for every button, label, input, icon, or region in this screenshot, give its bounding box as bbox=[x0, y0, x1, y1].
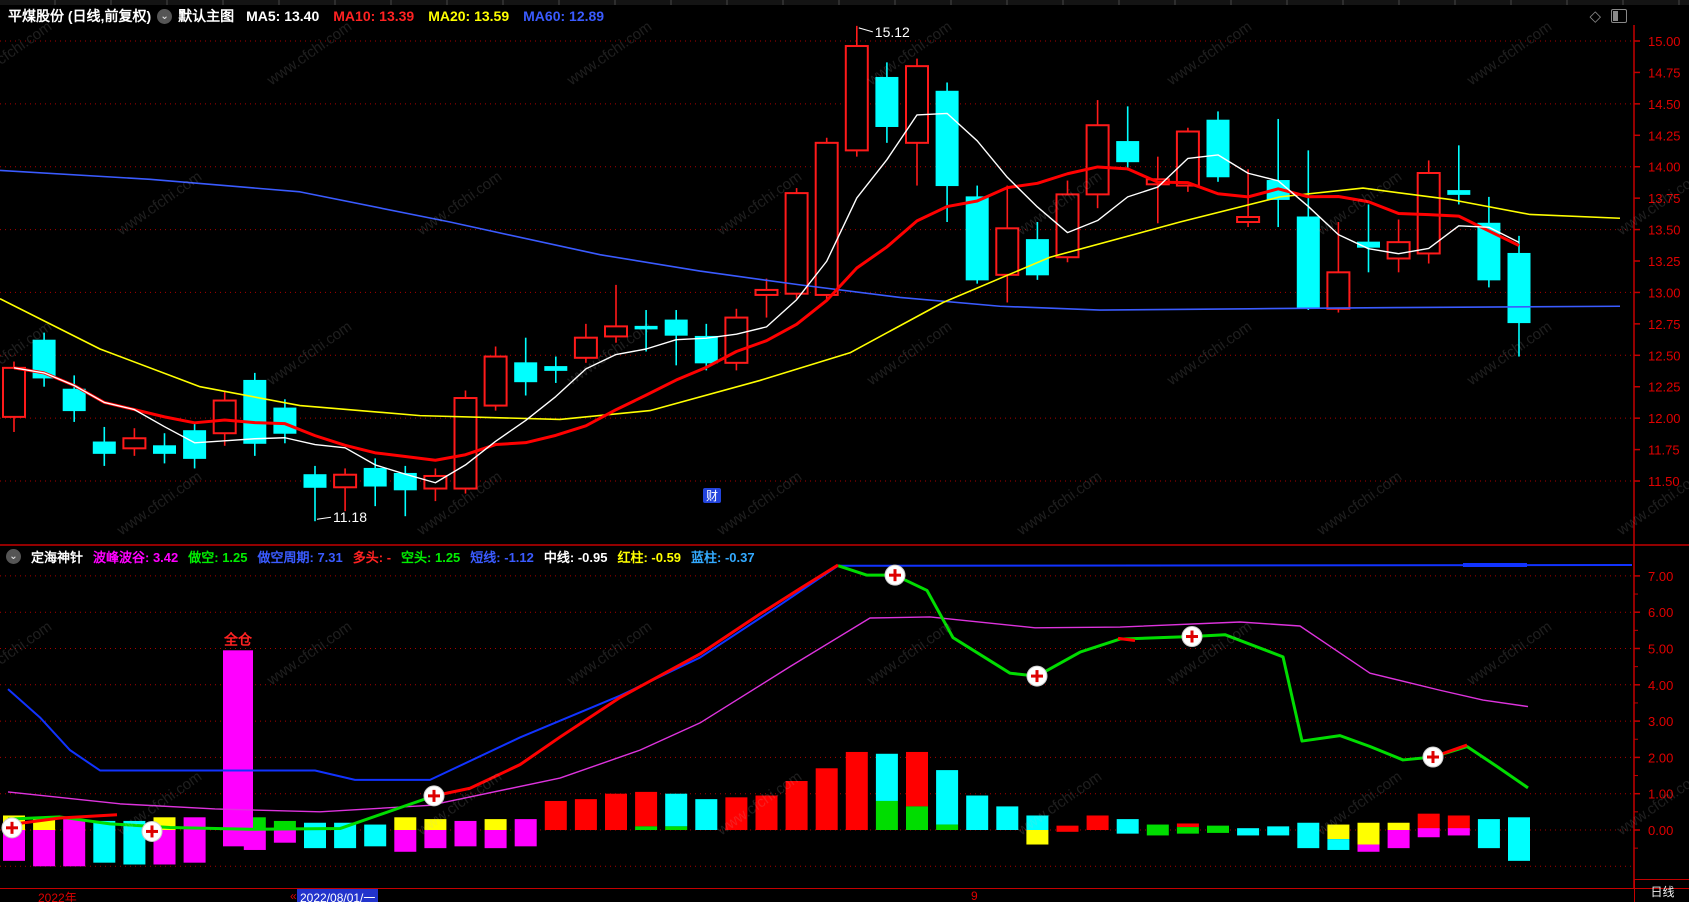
indicator-header: ⌄ 定海神针 波峰波谷: 3.42 做空: 1.25 做空周期: 7.31 多头: -… bbox=[6, 547, 755, 565]
svg-text:11.50: 11.50 bbox=[1648, 474, 1680, 489]
position-bar-label: 全仓 bbox=[223, 631, 253, 647]
ma-value: MA60: 12.89 bbox=[523, 8, 605, 24]
main-chart-selector[interactable]: 默认主图 bbox=[178, 8, 235, 24]
indicator-field: 中线: -0.95 bbox=[543, 549, 608, 565]
indicator-field: 蓝柱: -0.37 bbox=[691, 549, 755, 565]
svg-text:财: 财 bbox=[706, 489, 718, 503]
svg-text:1.00: 1.00 bbox=[1648, 787, 1673, 802]
period-selector[interactable]: 日线 bbox=[1634, 879, 1689, 902]
indicator-panel: 全仓 bbox=[1, 563, 1633, 867]
svg-text:11.18: 11.18 bbox=[333, 509, 367, 525]
axis-marker: « bbox=[290, 889, 297, 902]
symbol-title: 平煤股份 (日线,前复权) bbox=[8, 8, 152, 24]
indicator-name[interactable]: 定海神针 bbox=[31, 549, 84, 565]
main-chart-header: 平煤股份 (日线,前复权) ⌄ 默认主图 MA5: 13.40 MA10: 13.… bbox=[0, 5, 1689, 27]
indicator-field: 做空周期: 7.31 bbox=[257, 549, 343, 565]
ma-value: MA10: 13.39 bbox=[333, 8, 415, 24]
annotations: 15.12 11.18 财 bbox=[316, 24, 910, 525]
svg-text:14.50: 14.50 bbox=[1648, 97, 1681, 112]
date-axis[interactable]: 2022年 « 2022/08/01/一 9 bbox=[0, 888, 1689, 902]
period-label: 日线 bbox=[1650, 885, 1675, 899]
indicator-field: 空头: 1.25 bbox=[401, 549, 461, 565]
panel-borders bbox=[0, 25, 1689, 888]
indicator-field: 多头: - bbox=[352, 549, 392, 565]
chevron-down-icon[interactable]: ⌄ bbox=[157, 8, 173, 24]
ma-value: MA5: 13.40 bbox=[246, 8, 320, 24]
indicator-field: 做空: 1.25 bbox=[188, 549, 248, 565]
svg-text:11.75: 11.75 bbox=[1648, 443, 1680, 458]
svg-text:15.12: 15.12 bbox=[875, 24, 910, 40]
svg-text:5.00: 5.00 bbox=[1648, 642, 1673, 657]
ma-values: MA5: 13.40 MA10: 13.39 MA20: 13.59 MA60: 12… bbox=[246, 8, 604, 24]
svg-text:7.00: 7.00 bbox=[1648, 569, 1673, 584]
svg-text:6.00: 6.00 bbox=[1648, 605, 1673, 620]
split-panel-icon[interactable] bbox=[1611, 9, 1627, 23]
svg-text:3.00: 3.00 bbox=[1648, 714, 1673, 729]
svg-text:14.00: 14.00 bbox=[1648, 160, 1681, 175]
axis-date-highlight: 2022/08/01/一 bbox=[297, 889, 379, 902]
price-axis: 15.00 14.75 14.50 14.25 14.00 13.75 13.50 13.25… bbox=[1634, 34, 1681, 849]
news-badge[interactable] bbox=[703, 488, 721, 503]
svg-text:12.00: 12.00 bbox=[1648, 411, 1681, 426]
indicator-values: 波峰波谷: 3.42 做空: 1.25 做空周期: 7.31 多头: - 空头: 1.2… bbox=[93, 547, 755, 566]
window-top-strip bbox=[0, 0, 1689, 5]
diamond-icon[interactable]: ◇ bbox=[1589, 8, 1601, 25]
svg-text:12.75: 12.75 bbox=[1648, 317, 1681, 332]
svg-text:0.00: 0.00 bbox=[1648, 823, 1673, 838]
indicator-field: 红柱: -0.59 bbox=[617, 549, 682, 565]
svg-text:12.25: 12.25 bbox=[1648, 380, 1681, 395]
svg-text:13.25: 13.25 bbox=[1648, 254, 1681, 269]
svg-text:13.00: 13.00 bbox=[1648, 285, 1681, 300]
indicator-field: 短线: -1.12 bbox=[470, 549, 534, 565]
svg-text:4.00: 4.00 bbox=[1648, 678, 1673, 693]
indicator-field: 波峰波谷: 3.42 bbox=[93, 549, 179, 565]
svg-text:12.50: 12.50 bbox=[1648, 348, 1681, 363]
svg-text:14.75: 14.75 bbox=[1648, 65, 1681, 80]
svg-text:2.00: 2.00 bbox=[1648, 750, 1673, 765]
svg-text:15.00: 15.00 bbox=[1648, 34, 1681, 49]
ma-value: MA20: 13.59 bbox=[428, 8, 510, 24]
svg-text:13.50: 13.50 bbox=[1648, 223, 1681, 238]
svg-text:14.25: 14.25 bbox=[1648, 128, 1681, 143]
axis-month-label: 9 bbox=[971, 889, 978, 902]
chevron-down-icon[interactable]: ⌄ bbox=[6, 548, 21, 564]
svg-text:13.75: 13.75 bbox=[1648, 191, 1681, 206]
position-bar bbox=[223, 650, 253, 847]
header-tools: ◇ bbox=[1589, 7, 1627, 25]
candlestick-series bbox=[0, 25, 1621, 522]
axis-year-label: 2022年 bbox=[38, 891, 77, 902]
